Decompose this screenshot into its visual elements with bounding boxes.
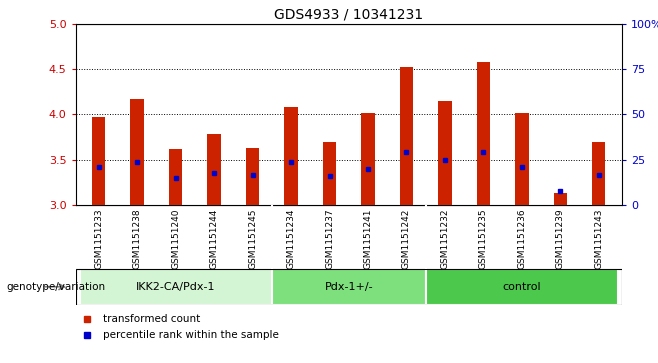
Bar (476, 62, 490, 205)
Text: GSM1151240: GSM1151240 (171, 208, 180, 269)
Text: GSM1151233: GSM1151233 (94, 208, 103, 269)
Bar (130, 99, 144, 205)
Bar (515, 113, 528, 205)
Bar (207, 134, 221, 205)
Text: percentile rank within the sample: percentile rank within the sample (103, 330, 279, 340)
Text: GSM1151235: GSM1151235 (479, 208, 488, 269)
Text: GSM1151243: GSM1151243 (594, 208, 603, 269)
Bar (80, 269, 272, 305)
Text: GSM1151237: GSM1151237 (325, 208, 334, 269)
Bar (361, 113, 374, 205)
Bar (553, 193, 567, 205)
Bar (272, 269, 426, 305)
Bar (323, 142, 336, 205)
Bar (284, 107, 298, 205)
Bar (438, 101, 451, 205)
Text: GSM1151232: GSM1151232 (440, 208, 449, 269)
Text: GSM1151242: GSM1151242 (402, 208, 411, 269)
Text: GSM1151244: GSM1151244 (210, 208, 218, 269)
Text: GSM1151245: GSM1151245 (248, 208, 257, 269)
Text: GSM1151241: GSM1151241 (363, 208, 372, 269)
Text: GSM1151238: GSM1151238 (133, 208, 141, 269)
Text: genotype/variation: genotype/variation (7, 282, 106, 292)
Bar (399, 67, 413, 205)
Text: GSM1151234: GSM1151234 (286, 208, 295, 269)
Text: GSM1151236: GSM1151236 (517, 208, 526, 269)
Text: IKK2-CA/Pdx-1: IKK2-CA/Pdx-1 (136, 282, 215, 292)
Bar (92, 117, 105, 205)
Bar (592, 142, 605, 205)
Text: control: control (503, 282, 541, 292)
Bar (426, 269, 618, 305)
Text: GSM1151239: GSM1151239 (556, 208, 565, 269)
Bar (246, 148, 259, 205)
Title: GDS4933 / 10341231: GDS4933 / 10341231 (274, 7, 423, 21)
Text: transformed count: transformed count (103, 314, 200, 324)
Text: Pdx-1+/-: Pdx-1+/- (324, 282, 373, 292)
Bar (169, 149, 182, 205)
